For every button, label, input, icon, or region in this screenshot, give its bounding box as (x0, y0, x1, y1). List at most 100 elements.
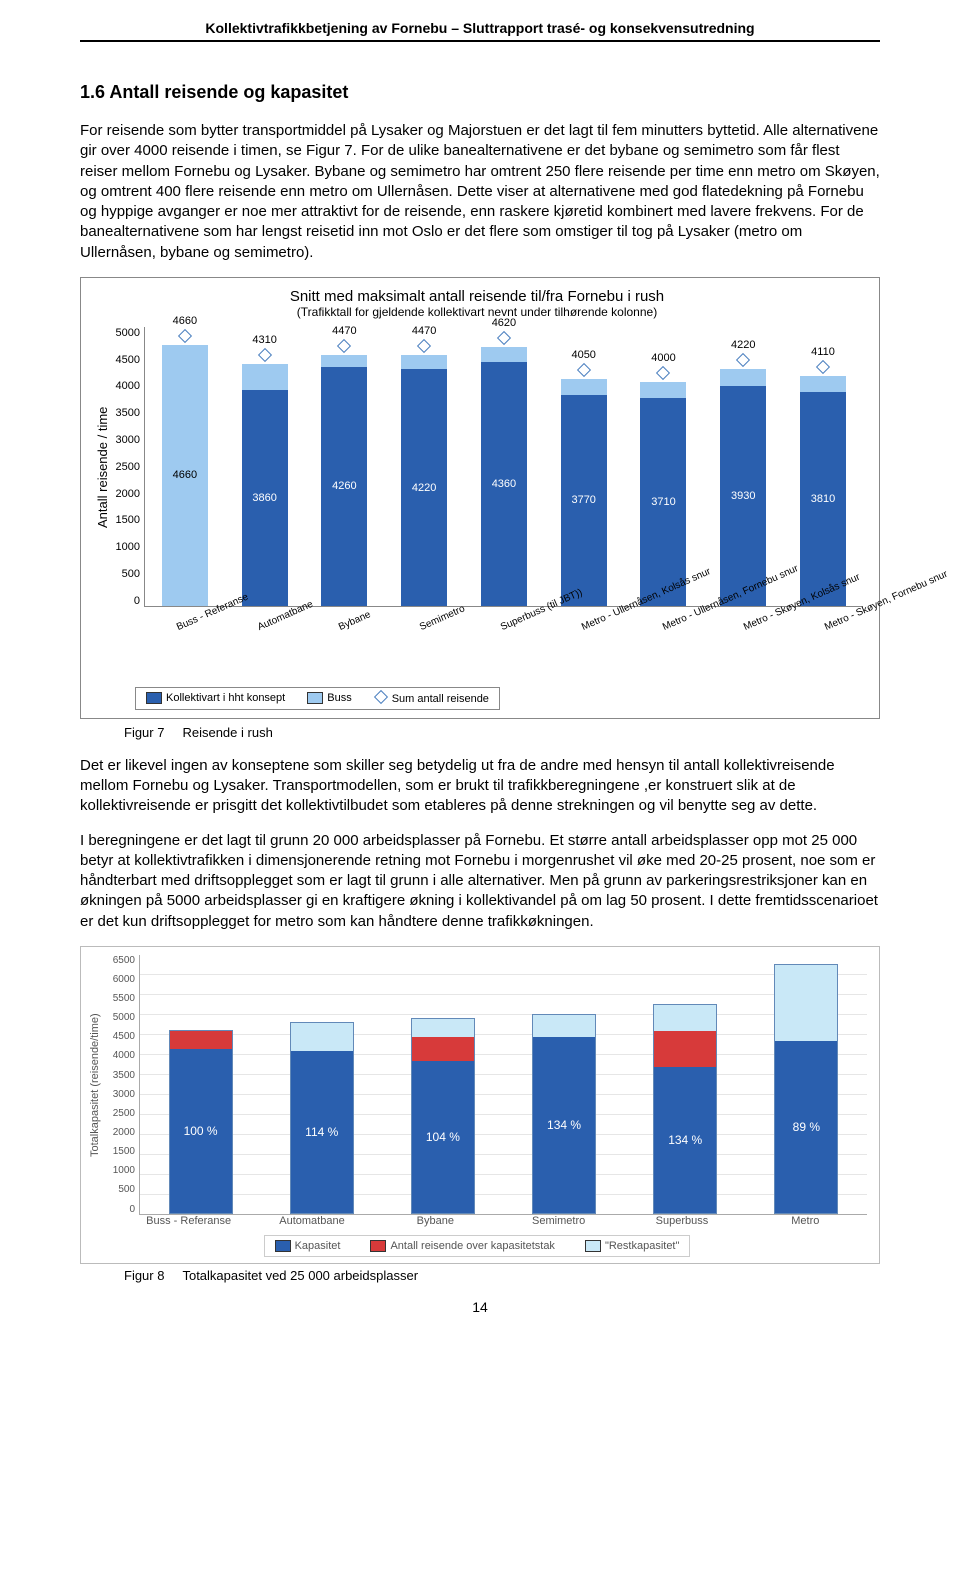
bar-segment-main: 4260 (321, 367, 367, 606)
y-tick: 6000 (101, 974, 135, 985)
bar-segment-over (654, 1031, 716, 1067)
bar-total-label: 4660 (173, 315, 197, 327)
bar-segment-buss (640, 382, 686, 398)
x-category-label: Semimetro (532, 1215, 585, 1227)
chart1-x-labels: Buss - Referanse Automatbane Bybane Semimet… (135, 607, 863, 683)
bar-column: 89 % (774, 964, 838, 1214)
bar-segment-buss (561, 379, 607, 395)
bar-column: 44704220 (396, 325, 452, 605)
y-tick: 3500 (101, 1070, 135, 1081)
y-tick: 1500 (101, 1146, 135, 1157)
bar-total-label: 4220 (731, 339, 755, 351)
bar-column: 100 % (169, 1030, 233, 1214)
x-category-label: Buss - Referanse (175, 623, 199, 678)
bar-segment-main: 3860 (242, 390, 288, 606)
y-tick: 2500 (101, 1108, 135, 1119)
legend1-b: Buss (327, 692, 351, 704)
bar-segment-main: 3770 (561, 395, 607, 606)
bar-column: 4470 4260 (316, 325, 372, 605)
chart1-title: Snitt med maksimalt antall reisende til/… (91, 288, 863, 305)
y-tick: 500 (110, 568, 140, 580)
x-category-label: Automatbane (256, 623, 280, 678)
y-tick: 4500 (110, 354, 140, 366)
y-tick: 3000 (110, 434, 140, 446)
y-tick: 2000 (101, 1127, 135, 1138)
bar-column: 4050 3770 (556, 349, 612, 606)
bar-value-label: 3810 (811, 493, 835, 505)
bar-value-label: 3930 (731, 490, 755, 502)
bar-segment-main: 4660 (162, 345, 208, 606)
bar-total-label: 4310 (252, 334, 276, 346)
bar-column: 4220 3930 (715, 339, 771, 605)
y-tick: 1500 (110, 514, 140, 526)
diamond-marker-icon (497, 331, 511, 345)
bar-total-label: 4470 (332, 325, 356, 337)
diamond-marker-icon (577, 363, 591, 377)
bar-value-label: 3860 (252, 492, 276, 504)
bar-segment-restkapasitet (412, 1019, 474, 1037)
bar-segment-kapasitet: 114 % (291, 1051, 353, 1213)
bar-segment-main: 3710 (640, 398, 686, 606)
x-category-label: Metro - Ullernåsen, Kolsås snur (580, 623, 604, 678)
bar-column: 4660 4660 (157, 315, 213, 606)
diamond-marker-icon (337, 339, 351, 353)
bar-column: 4310 3860 (237, 334, 293, 605)
chart1-y-ticks: 0500100015002000250030003500400045005000 (110, 327, 144, 607)
bar-column: 41103810 (795, 346, 851, 606)
y-tick: 5500 (101, 993, 135, 1004)
bar-column: 104 % (411, 1018, 475, 1214)
y-tick: 0 (101, 1204, 135, 1215)
diamond-marker-icon (417, 339, 431, 353)
y-tick: 3500 (110, 407, 140, 419)
y-tick: 4000 (110, 380, 140, 392)
legend1-c: Sum antall reisende (392, 693, 489, 705)
y-tick: 1000 (110, 541, 140, 553)
bar-segment-main: 4220 (401, 369, 447, 605)
chart2-y-axis-label: Totalkapasitet (reisende/time) (87, 955, 101, 1215)
bar-segment-restkapasitet (291, 1023, 353, 1051)
bar-segment-kapasitet: 134 % (654, 1067, 716, 1213)
legend2-b: Antall reisende over kapasitetstak (390, 1240, 554, 1252)
figure7-caption: Figur 7Reisende i rush (124, 725, 880, 740)
chart2-container: Totalkapasitet (reisende/time) 050010001… (80, 946, 880, 1264)
diamond-marker-icon (258, 348, 272, 362)
bar-total-label: 4000 (651, 352, 675, 364)
diamond-marker-icon (736, 353, 750, 367)
bar-column: 4620 4360 (476, 317, 532, 606)
bar-column: 4000 3710 (635, 352, 691, 606)
x-category-label: Superbuss (til JBT)) (499, 623, 523, 678)
bar-segment-over (412, 1037, 474, 1061)
diamond-marker-icon (816, 360, 830, 374)
section-heading: 1.6 Antall reisende og kapasitet (80, 82, 880, 103)
chart1-legend: Kollektivart i hht konsept Buss Sum anta… (135, 687, 500, 710)
bar-segment-buss (720, 369, 766, 385)
y-tick: 500 (101, 1184, 135, 1195)
paragraph-2: Det er likevel ingen av konseptene som s… (80, 756, 880, 817)
bar-total-label: 4620 (492, 317, 516, 329)
legend2-a: Kapasitet (295, 1240, 341, 1252)
y-tick: 2500 (110, 461, 140, 473)
x-category-label: Bybane (417, 1215, 454, 1227)
bar-value-label: 4660 (173, 469, 197, 481)
bar-segment-restkapasitet (533, 1015, 595, 1037)
x-category-label: Bybane (337, 623, 361, 678)
bar-total-label: 4050 (571, 349, 595, 361)
bar-segment-restkapasitet (654, 1005, 716, 1031)
paragraph-3: I beregningene er det lagt til grunn 20 … (80, 831, 880, 932)
y-tick: 4000 (101, 1050, 135, 1061)
page-number: 14 (80, 1299, 880, 1315)
x-category-label: Superbuss (656, 1215, 709, 1227)
figure8-caption: Figur 8Totalkapasitet ved 25 000 arbeids… (124, 1268, 880, 1283)
bar-segment-buss (401, 355, 447, 369)
y-tick: 0 (110, 595, 140, 607)
x-category-label: Semimetro (418, 623, 442, 678)
bar-segment-main: 3810 (800, 392, 846, 605)
bar-segment-kapasitet: 104 % (412, 1061, 474, 1213)
bar-segment-main: 4360 (481, 362, 527, 606)
bar-segment-buss (481, 347, 527, 362)
diamond-marker-icon (178, 329, 192, 343)
y-tick: 6500 (101, 955, 135, 966)
bar-column: 134 % (532, 1014, 596, 1214)
x-category-label: Buss - Referanse (146, 1215, 231, 1227)
chart2-y-ticks: 0500100015002000250030003500400045005000… (101, 955, 139, 1215)
